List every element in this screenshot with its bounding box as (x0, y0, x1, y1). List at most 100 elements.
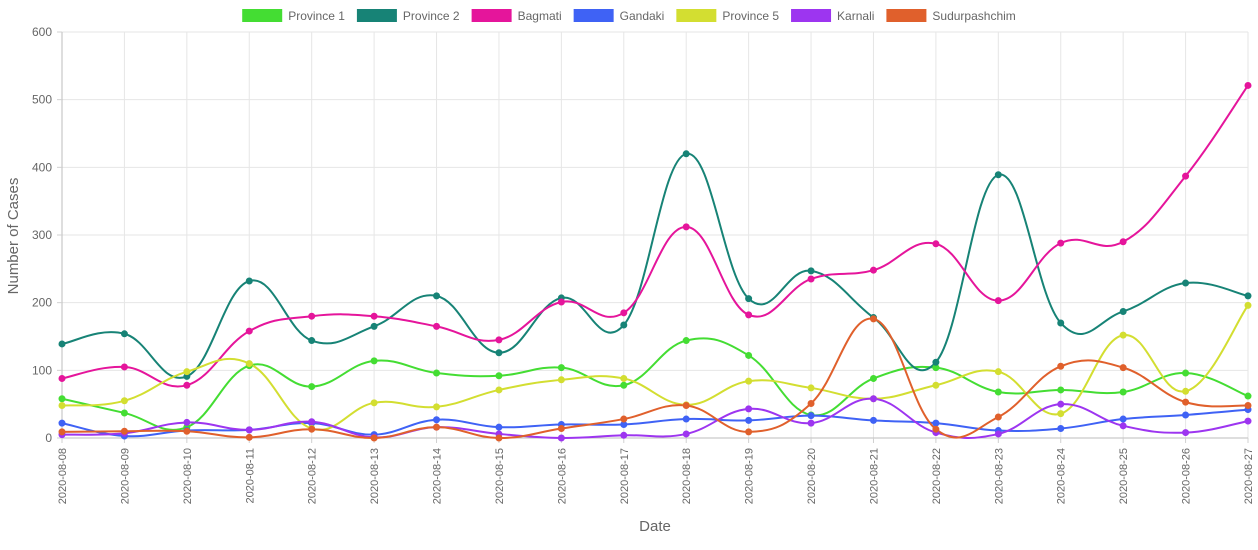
data-point-province-2[interactable] (1119, 307, 1127, 315)
data-point-province-5[interactable] (183, 368, 191, 376)
data-point-sudurpashchim[interactable] (1182, 398, 1190, 406)
data-point-province-1[interactable] (1182, 369, 1190, 377)
data-point-karnali[interactable] (620, 431, 628, 439)
data-point-sudurpashchim[interactable] (308, 425, 316, 433)
data-point-gandaki[interactable] (1057, 425, 1065, 433)
data-point-bagmati[interactable] (58, 374, 66, 382)
data-point-province-5[interactable] (1244, 301, 1252, 309)
data-point-gandaki[interactable] (932, 419, 940, 427)
data-point-province-5[interactable] (1057, 410, 1065, 418)
data-point-bagmati[interactable] (994, 297, 1002, 305)
data-point-province-1[interactable] (1057, 386, 1065, 394)
data-point-province-1[interactable] (58, 395, 66, 403)
data-point-province-1[interactable] (1244, 392, 1252, 400)
legend-item-province-1[interactable]: Province 1 (242, 9, 345, 23)
data-point-province-1[interactable] (745, 351, 753, 359)
data-point-province-2[interactable] (120, 330, 128, 338)
data-point-province-2[interactable] (1057, 319, 1065, 327)
data-point-province-5[interactable] (932, 381, 940, 389)
data-point-sudurpashchim[interactable] (682, 402, 690, 410)
data-point-bagmati[interactable] (120, 363, 128, 371)
data-point-karnali[interactable] (308, 418, 316, 426)
data-point-bagmati[interactable] (370, 312, 378, 320)
data-point-sudurpashchim[interactable] (994, 413, 1002, 421)
data-point-province-1[interactable] (1119, 388, 1127, 396)
legend-item-gandaki[interactable]: Gandaki (573, 9, 665, 23)
data-point-sudurpashchim[interactable] (120, 427, 128, 435)
data-point-province-5[interactable] (807, 384, 815, 392)
data-point-karnali[interactable] (682, 430, 690, 438)
data-point-karnali[interactable] (1244, 417, 1252, 425)
data-point-gandaki[interactable] (745, 416, 753, 424)
data-point-sudurpashchim[interactable] (557, 425, 565, 433)
data-point-province-1[interactable] (370, 357, 378, 365)
data-point-province-1[interactable] (433, 369, 441, 377)
data-point-province-2[interactable] (682, 150, 690, 158)
data-point-gandaki[interactable] (1182, 411, 1190, 419)
data-point-province-2[interactable] (745, 295, 753, 303)
data-point-bagmati[interactable] (308, 312, 316, 320)
data-point-sudurpashchim[interactable] (370, 434, 378, 442)
data-point-province-5[interactable] (495, 386, 503, 394)
data-point-sudurpashchim[interactable] (495, 434, 503, 442)
data-point-province-5[interactable] (245, 360, 253, 368)
data-point-province-2[interactable] (433, 292, 441, 300)
data-point-province-1[interactable] (682, 337, 690, 345)
data-point-karnali[interactable] (183, 418, 191, 426)
data-point-bagmati[interactable] (745, 311, 753, 319)
data-point-bagmati[interactable] (869, 266, 877, 274)
data-point-bagmati[interactable] (807, 275, 815, 283)
data-point-province-1[interactable] (120, 409, 128, 417)
data-point-province-5[interactable] (433, 403, 441, 411)
legend-item-province-2[interactable]: Province 2 (356, 9, 460, 23)
data-point-sudurpashchim[interactable] (183, 427, 191, 435)
data-point-province-2[interactable] (1244, 292, 1252, 300)
data-point-sudurpashchim[interactable] (869, 315, 877, 323)
data-point-province-5[interactable] (1182, 387, 1190, 395)
data-point-sudurpashchim[interactable] (1057, 362, 1065, 370)
data-point-gandaki[interactable] (807, 412, 815, 420)
data-point-province-5[interactable] (120, 397, 128, 405)
data-point-bagmati[interactable] (932, 240, 940, 248)
data-point-province-2[interactable] (1182, 279, 1190, 287)
data-point-province-5[interactable] (557, 376, 565, 384)
data-point-karnali[interactable] (807, 419, 815, 427)
legend-item-karnali[interactable]: Karnali (791, 9, 874, 23)
data-point-province-1[interactable] (620, 381, 628, 389)
data-point-bagmati[interactable] (495, 336, 503, 344)
data-point-karnali[interactable] (245, 426, 253, 434)
data-point-sudurpashchim[interactable] (932, 425, 940, 433)
data-point-sudurpashchim[interactable] (433, 423, 441, 431)
data-point-province-2[interactable] (370, 322, 378, 330)
data-point-karnali[interactable] (557, 434, 565, 442)
data-point-province-2[interactable] (58, 340, 66, 348)
data-point-gandaki[interactable] (495, 423, 503, 431)
data-point-province-2[interactable] (245, 277, 253, 285)
data-point-sudurpashchim[interactable] (745, 428, 753, 436)
data-point-karnali[interactable] (745, 405, 753, 413)
data-point-province-5[interactable] (994, 368, 1002, 376)
data-point-province-2[interactable] (932, 358, 940, 366)
data-point-karnali[interactable] (1057, 400, 1065, 408)
data-point-bagmati[interactable] (682, 223, 690, 231)
data-point-province-5[interactable] (370, 399, 378, 407)
data-point-sudurpashchim[interactable] (620, 415, 628, 423)
data-point-province-1[interactable] (869, 374, 877, 382)
data-point-gandaki[interactable] (433, 416, 441, 424)
legend-item-province-5[interactable]: Province 5 (676, 9, 779, 23)
data-point-sudurpashchim[interactable] (807, 399, 815, 407)
data-point-province-2[interactable] (994, 171, 1002, 179)
data-point-karnali[interactable] (869, 395, 877, 403)
data-point-province-5[interactable] (58, 402, 66, 410)
legend-item-sudurpashchim[interactable]: Sudurpashchim (886, 9, 1016, 23)
data-point-province-2[interactable] (807, 267, 815, 275)
data-point-sudurpashchim[interactable] (1119, 364, 1127, 372)
data-point-bagmati[interactable] (620, 309, 628, 317)
data-point-sudurpashchim[interactable] (1244, 402, 1252, 410)
data-point-gandaki[interactable] (869, 416, 877, 424)
data-point-gandaki[interactable] (682, 415, 690, 423)
data-point-bagmati[interactable] (1244, 81, 1252, 89)
data-point-province-5[interactable] (745, 377, 753, 385)
legend-item-bagmati[interactable]: Bagmati (471, 9, 562, 23)
data-point-sudurpashchim[interactable] (58, 428, 66, 436)
